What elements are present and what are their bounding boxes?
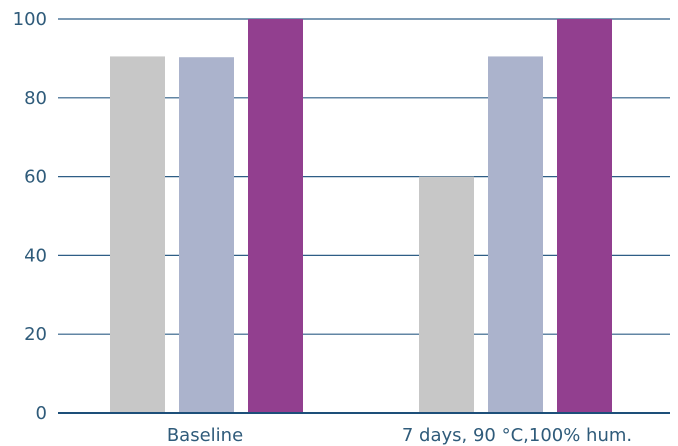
bar-series1-category2: [419, 177, 474, 413]
y-tick-label: 60: [24, 167, 47, 188]
y-tick-label: 0: [36, 403, 47, 424]
y-tick-label: 80: [24, 88, 47, 109]
bar-series3-category2: [557, 19, 612, 413]
bars: [110, 19, 612, 413]
x-category-label: 7 days, 90 °C,100% hum.: [402, 425, 632, 446]
x-category-label: Baseline: [167, 425, 243, 446]
bar-series2-category1: [179, 57, 234, 413]
y-tick-label: 100: [13, 9, 47, 30]
bar-series3-category1: [248, 19, 303, 413]
bar-series2-category2: [488, 56, 543, 413]
x-axis-category-labels: Baseline 7 days, 90 °C,100% hum.: [167, 425, 632, 446]
y-axis-tick-labels: 0 20 40 60 80 100: [13, 9, 47, 424]
y-tick-label: 40: [24, 245, 47, 266]
bar-series1-category1: [110, 56, 165, 413]
y-tick-label: 20: [24, 324, 47, 345]
